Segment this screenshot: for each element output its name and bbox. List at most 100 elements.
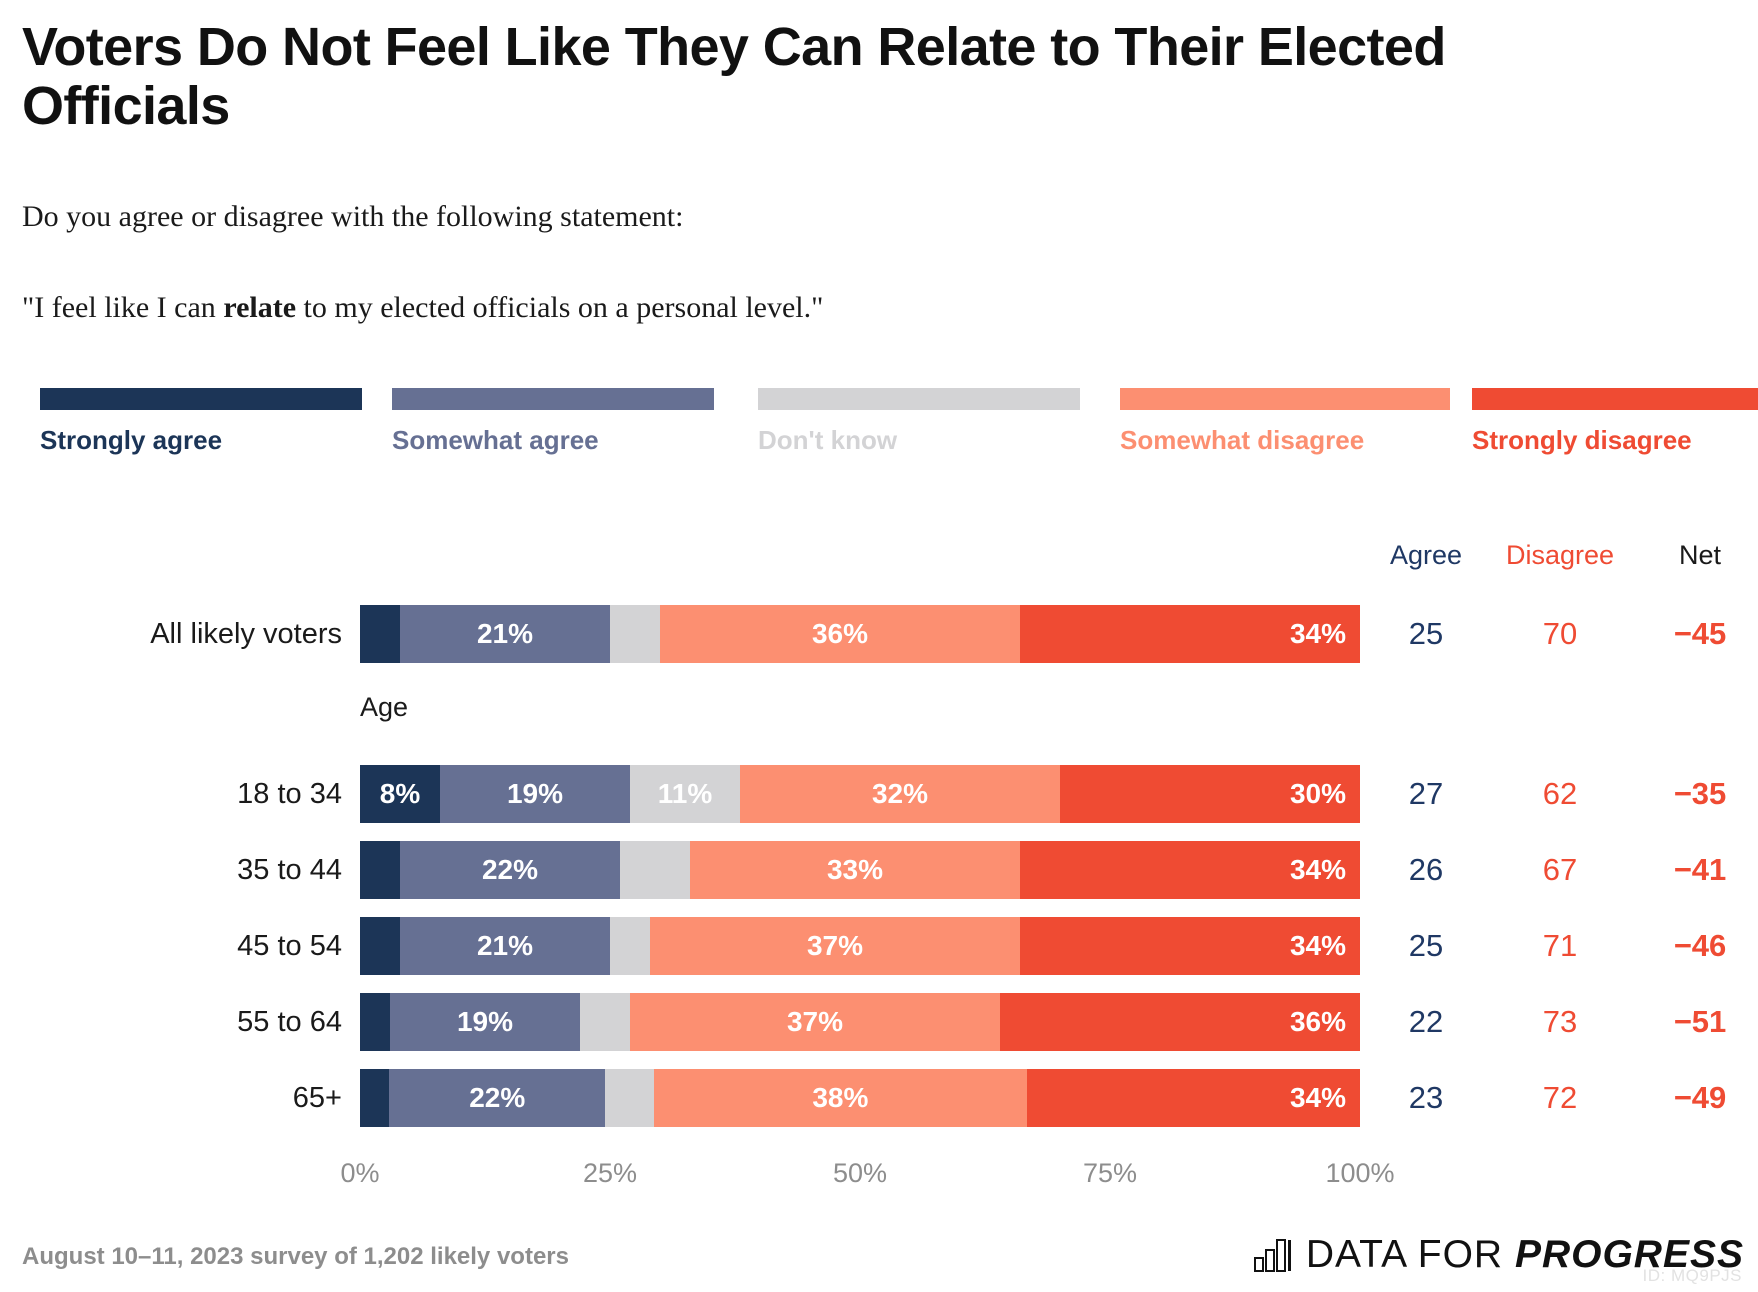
legend-label: Don't know [758, 425, 898, 455]
stacked-bar: 8% 19% 11% 32% 30% [360, 765, 1360, 823]
bar-segment[interactable]: 36% [660, 605, 1020, 663]
bar-chart-icon [1253, 1238, 1292, 1272]
bar-segment[interactable]: 22% [400, 841, 620, 899]
question-statement: "I feel like I can relate to my elected … [22, 291, 823, 325]
legend-swatch [1472, 388, 1758, 410]
stacked-bar: 22% 33% 34% [360, 841, 1360, 899]
bar-segment[interactable] [360, 1069, 390, 1127]
bar-segment[interactable]: 33% [690, 841, 1020, 899]
row-label: 45 to 54 [237, 930, 342, 962]
bar-segment[interactable]: 38% [654, 1069, 1027, 1127]
chart-row: 65+ 22% 38% 34% 23 72 −49 [0, 1069, 1758, 1127]
bar-segment-label: 30% [1289, 778, 1346, 809]
bar-segment[interactable] [610, 605, 660, 663]
bar-segment[interactable]: 21% [400, 917, 610, 975]
bar-segment[interactable] [360, 917, 400, 975]
value-disagree: 67 [1542, 852, 1578, 887]
stacked-bar: 21% 36% 34% [360, 605, 1360, 663]
bar-segment[interactable] [605, 1069, 655, 1127]
bar-segment-label: 21% [476, 930, 534, 961]
stacked-bar: 21% 37% 34% [360, 917, 1360, 975]
legend-label: Strongly agree [40, 425, 223, 455]
bar-segment-label: 34% [1289, 854, 1346, 885]
bar-segment[interactable]: 34% [1020, 605, 1360, 663]
value-agree: 25 [1408, 616, 1444, 651]
legend-swatch [40, 388, 362, 410]
bar-segment[interactable] [360, 605, 400, 663]
bar-segment[interactable]: 22% [389, 1069, 606, 1127]
bar-segment[interactable]: 11% [630, 765, 740, 823]
value-agree: 22 [1408, 1004, 1444, 1039]
statement-emphasis: relate [223, 291, 297, 324]
bar-segment[interactable]: 8% [360, 765, 440, 823]
page-title: Voters Do Not Feel Like They Can Relate … [22, 17, 1446, 136]
bar-segment[interactable]: 34% [1020, 917, 1360, 975]
bar-segment[interactable]: 19% [390, 993, 580, 1051]
bar-segment-label: 34% [1289, 618, 1346, 649]
legend-item-strongly-agree[interactable]: Strongly agree [40, 388, 362, 458]
bar-segment[interactable]: 37% [630, 993, 1000, 1051]
bar-segment[interactable]: 34% [1026, 1069, 1360, 1127]
legend-label: Strongly disagree [1472, 425, 1692, 455]
bar-segment-label: 11% [657, 778, 713, 809]
chart-row: All likely voters 21% 36% 34% 25 70 −45 [0, 605, 1758, 663]
bar-segment[interactable]: 32% [740, 765, 1060, 823]
bar-segment[interactable]: 19% [440, 765, 630, 823]
bar-segment-label: 34% [1289, 1082, 1346, 1113]
bar-segment-label: 22% [481, 854, 539, 885]
row-label: 65+ [292, 1082, 342, 1114]
bar-segment[interactable] [580, 993, 630, 1051]
value-agree: 27 [1408, 776, 1444, 811]
legend-item-don-t-know[interactable]: Don't know [758, 388, 1080, 458]
brand-wordmark: DATA FOR PROGRESS [1306, 1233, 1744, 1277]
bar-segment-label: 36% [811, 618, 869, 649]
value-net: −35 [1673, 776, 1727, 811]
legend: Strongly agree Somewhat agree Don't know So… [20, 388, 1758, 508]
bar-segment-label: 22% [469, 1082, 526, 1113]
value-agree: 26 [1408, 852, 1444, 887]
value-net: −46 [1673, 928, 1727, 963]
value-disagree: 72 [1542, 1080, 1578, 1115]
bar-segment[interactable]: 37% [650, 917, 1020, 975]
bar-segment[interactable] [620, 841, 690, 899]
row-label: 35 to 44 [237, 854, 342, 886]
bar-segment[interactable] [610, 917, 650, 975]
value-disagree: 70 [1542, 616, 1578, 651]
legend-label: Somewhat disagree [1120, 425, 1365, 455]
chart-row: 45 to 54 21% 37% 34% 25 71 −46 [0, 917, 1758, 975]
bar-segment[interactable]: 34% [1020, 841, 1360, 899]
stacked-bar: 22% 38% 34% [360, 1069, 1360, 1127]
row-label: 18 to 34 [237, 778, 342, 810]
bar-segment[interactable]: 36% [1000, 993, 1360, 1051]
bar-segment-label: 37% [786, 1006, 844, 1037]
x-axis-tick: 50% [832, 1158, 888, 1188]
value-net: −45 [1673, 616, 1727, 651]
value-disagree: 71 [1542, 928, 1578, 963]
value-agree: 25 [1408, 928, 1444, 963]
bar-segment[interactable] [360, 993, 390, 1051]
legend-swatch [758, 388, 1080, 410]
bar-segment-label: 38% [812, 1082, 869, 1113]
legend-item-somewhat-disagree[interactable]: Somewhat disagree [1120, 388, 1450, 458]
chart-row: 18 to 34 8% 19% 11% 32% 30% 27 62 −35 [0, 765, 1758, 823]
legend-item-somewhat-agree[interactable]: Somewhat agree [392, 388, 714, 458]
value-net: −49 [1673, 1080, 1727, 1115]
stacked-bar: 19% 37% 36% [360, 993, 1360, 1051]
brand-light-text: DATA FOR [1305, 1233, 1515, 1276]
question-prompt: Do you agree or disagree with the follow… [22, 200, 684, 233]
bar-segment[interactable]: 30% [1060, 765, 1360, 823]
bar-segment-label: 33% [826, 854, 884, 885]
x-axis-tick: 75% [1082, 1158, 1138, 1188]
x-axis-tick: 25% [582, 1158, 638, 1188]
bar-segment-label: 19% [506, 778, 564, 809]
bar-segment-label: 32% [871, 778, 929, 809]
chart-row: 55 to 64 19% 37% 36% 22 73 −51 [0, 993, 1758, 1051]
legend-item-strongly-disagree[interactable]: Strongly disagree [1472, 388, 1758, 458]
bar-segment-label: 21% [476, 618, 534, 649]
bar-segment[interactable] [360, 841, 400, 899]
column-header-disagree: Disagree [1505, 540, 1615, 570]
chart-id: ID: MQ9PJS [1642, 1266, 1742, 1285]
bar-segment[interactable]: 21% [400, 605, 610, 663]
bar-segment-label: 37% [806, 930, 864, 961]
bar-segment-label: 36% [1289, 1006, 1346, 1037]
